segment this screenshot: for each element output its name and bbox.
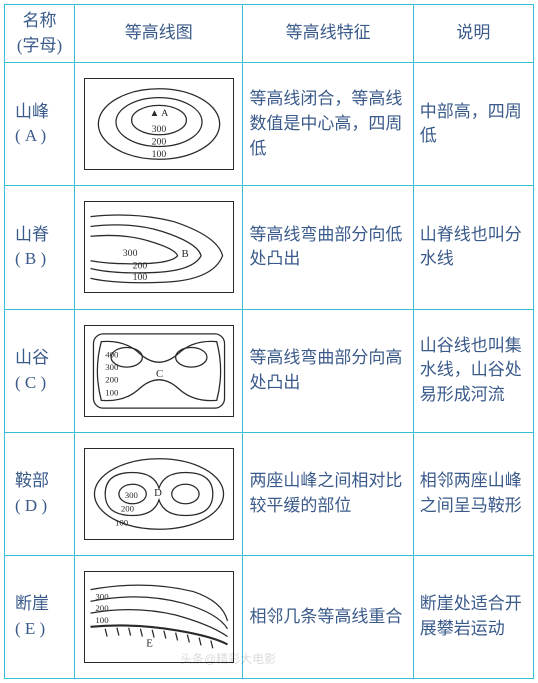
svg-text:E: E bbox=[146, 637, 153, 649]
svg-text:200: 200 bbox=[151, 137, 166, 148]
desc-cell-c: 山谷线也叫集水线，山谷处易形成河流 bbox=[413, 309, 533, 432]
name-a-l2: ( A ) bbox=[15, 126, 46, 145]
name-c-l2: ( C ) bbox=[15, 373, 46, 392]
header-desc: 说明 bbox=[413, 5, 533, 63]
svg-text:100: 100 bbox=[132, 273, 147, 284]
peak-diagram-icon: ▲ A 300 200 100 bbox=[84, 78, 234, 170]
watermark-text: 头条@精彩大电影 bbox=[180, 650, 276, 667]
feature-cell-b: 等高线弯曲部分向低处凸出 bbox=[243, 186, 413, 309]
svg-text:300: 300 bbox=[151, 124, 166, 135]
ridge-diagram-icon: 300 200 100 B bbox=[84, 201, 234, 293]
svg-text:▲ A: ▲ A bbox=[149, 109, 168, 120]
name-cell-b: 山脊 ( B ) bbox=[5, 186, 75, 309]
name-cell-e: 断崖 ( E ) bbox=[5, 555, 75, 678]
header-diagram: 等高线图 bbox=[75, 5, 243, 63]
diagram-cell-b: 300 200 100 B bbox=[75, 186, 243, 309]
name-e-l2: ( E ) bbox=[15, 619, 45, 638]
saddle-diagram-icon: 300 200 100 D bbox=[84, 448, 234, 540]
svg-text:100: 100 bbox=[151, 150, 166, 161]
header-name: 名称 (字母) bbox=[5, 5, 75, 63]
desc-cell-b: 山脊线也叫分水线 bbox=[413, 186, 533, 309]
valley-diagram-icon: 400 300 200 100 C bbox=[84, 325, 234, 417]
table-row: 山谷 ( C ) 400 300 200 100 C bbox=[5, 309, 534, 432]
table-row: 山脊 ( B ) 300 200 100 B 等高线弯曲部分向低处凸出 山脊线也 bbox=[5, 186, 534, 309]
svg-text:300: 300 bbox=[125, 490, 139, 500]
svg-text:100: 100 bbox=[105, 387, 119, 397]
svg-text:100: 100 bbox=[95, 615, 109, 625]
svg-text:200: 200 bbox=[105, 374, 119, 384]
svg-text:200: 200 bbox=[95, 603, 109, 613]
h-name-l1: 名称 bbox=[23, 11, 57, 30]
svg-text:400: 400 bbox=[105, 349, 119, 359]
name-d-l2: ( D ) bbox=[15, 496, 47, 515]
header-row: 名称 (字母) 等高线图 等高线特征 说明 bbox=[5, 5, 534, 63]
name-c-l1: 山谷 bbox=[15, 348, 49, 367]
desc-cell-a: 中部高，四周低 bbox=[413, 63, 533, 186]
contour-table: 名称 (字母) 等高线图 等高线特征 说明 山峰 ( A ) ▲ A bbox=[4, 4, 534, 679]
name-d-l1: 鞍部 bbox=[15, 471, 49, 490]
svg-text:200: 200 bbox=[121, 503, 135, 513]
name-b-l2: ( B ) bbox=[15, 249, 46, 268]
desc-cell-d: 相邻两座山峰之间呈马鞍形 bbox=[413, 432, 533, 555]
feature-cell-c: 等高线弯曲部分向高处凸出 bbox=[243, 309, 413, 432]
diagram-cell-c: 400 300 200 100 C bbox=[75, 309, 243, 432]
table-row: 山峰 ( A ) ▲ A 300 200 100 等高线闭合，等高线数值是中心高… bbox=[5, 63, 534, 186]
svg-text:100: 100 bbox=[115, 517, 129, 527]
diagram-cell-a: ▲ A 300 200 100 bbox=[75, 63, 243, 186]
name-cell-d: 鞍部 ( D ) bbox=[5, 432, 75, 555]
feature-cell-d: 两座山峰之间相对比较平缓的部位 bbox=[243, 432, 413, 555]
name-e-l1: 断崖 bbox=[15, 594, 49, 613]
name-b-l1: 山脊 bbox=[15, 225, 49, 244]
svg-text:B: B bbox=[181, 248, 188, 260]
svg-text:300: 300 bbox=[123, 248, 138, 259]
svg-text:200: 200 bbox=[132, 261, 147, 272]
svg-text:300: 300 bbox=[105, 362, 119, 372]
diagram-cell-d: 300 200 100 D bbox=[75, 432, 243, 555]
svg-text:300: 300 bbox=[95, 591, 109, 601]
svg-text:C: C bbox=[156, 367, 163, 379]
table-row: 鞍部 ( D ) 300 200 100 D 两座山峰之间相对比较 bbox=[5, 432, 534, 555]
name-cell-c: 山谷 ( C ) bbox=[5, 309, 75, 432]
name-cell-a: 山峰 ( A ) bbox=[5, 63, 75, 186]
h-name-l2: (字母) bbox=[17, 36, 62, 55]
feature-cell-a: 等高线闭合，等高线数值是中心高，四周低 bbox=[243, 63, 413, 186]
header-feature: 等高线特征 bbox=[243, 5, 413, 63]
desc-cell-e: 断崖处适合开展攀岩运动 bbox=[413, 555, 533, 678]
svg-text:D: D bbox=[154, 487, 162, 499]
name-a-l1: 山峰 bbox=[15, 102, 49, 121]
